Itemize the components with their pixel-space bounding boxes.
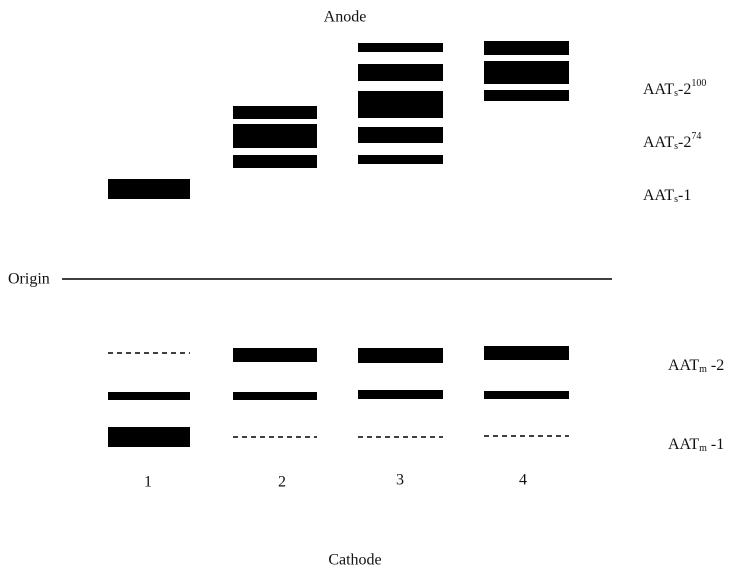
band-label: AATs-274 (643, 131, 701, 152)
lane-number: 1 (144, 474, 152, 491)
band (358, 43, 443, 52)
label-part: AAT (643, 81, 674, 98)
label-part: AAT (643, 134, 674, 151)
band (233, 106, 317, 119)
band-label: AATs-2100 (643, 78, 706, 99)
cathode-label: Cathode (328, 552, 381, 569)
label-part: -2 (707, 357, 724, 374)
band (358, 390, 443, 399)
band (233, 348, 317, 362)
band (484, 90, 569, 101)
label-part: AAT (668, 357, 699, 374)
band (484, 41, 569, 55)
band (358, 155, 443, 164)
label-part: -1 (707, 436, 724, 453)
origin-label: Origin (8, 271, 50, 288)
band (484, 346, 569, 360)
band-label: AATm -1 (668, 436, 724, 455)
band (484, 391, 569, 399)
label-part: 100 (691, 78, 706, 89)
label-part: 74 (691, 131, 701, 142)
band (358, 348, 443, 363)
band-label: AATs-1 (643, 187, 691, 206)
band (108, 392, 190, 400)
band (484, 61, 569, 84)
lane-number: 2 (278, 474, 286, 491)
bands (108, 41, 569, 447)
band (108, 427, 190, 447)
label-part: -1 (678, 187, 691, 204)
anode-label: Anode (324, 9, 367, 26)
band (358, 64, 443, 81)
lane-number: 4 (519, 472, 527, 489)
band (233, 155, 317, 168)
label-part: -2 (678, 134, 691, 151)
band (108, 179, 190, 199)
label-part: AAT (643, 187, 674, 204)
band (358, 91, 443, 118)
label-part: AAT (668, 436, 699, 453)
gel-diagram: Anode Cathode Origin 1 2 3 4 AATs-2100 A… (0, 0, 745, 570)
lane-number: 3 (396, 472, 404, 489)
label-part: -2 (678, 81, 691, 98)
band-label: AATm -2 (668, 357, 724, 376)
band (358, 127, 443, 143)
band (233, 392, 317, 400)
band (233, 124, 317, 148)
